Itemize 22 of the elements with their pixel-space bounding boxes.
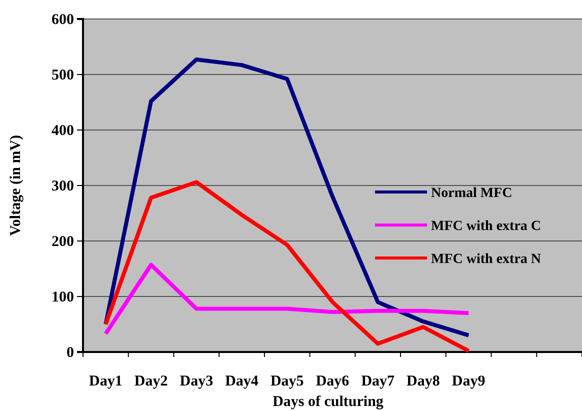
legend-label: Normal MFC (431, 186, 512, 201)
x-axis-title: Days of culturing (272, 394, 384, 410)
x-tick-label: Day6 (316, 374, 350, 390)
legend-label: MFC with extra C (431, 219, 542, 234)
x-tick-label: Day1 (89, 374, 122, 390)
y-tick-label: 600 (52, 12, 74, 28)
y-tick-label: 300 (52, 178, 74, 194)
x-tick-label: Day3 (180, 374, 214, 390)
x-tick-label: Day2 (134, 374, 168, 390)
x-tick-label: Day4 (225, 374, 259, 390)
line-series (104, 262, 471, 336)
y-tick-label: 200 (52, 234, 74, 250)
y-axis-title: Voltage (in mV) (8, 134, 24, 236)
legend-label: MFC with extra N (431, 252, 542, 267)
y-tick-label: 0 (66, 344, 74, 361)
x-tick-label: Day9 (452, 374, 486, 390)
y-tick-label: 400 (52, 122, 74, 139)
y-tick-label: 100 (52, 289, 74, 306)
y-tick-label: 500 (52, 67, 74, 84)
x-tick-label: Day7 (361, 374, 396, 390)
x-tick-label: Day5 (270, 374, 304, 390)
x-tick-label: Day8 (406, 374, 440, 390)
